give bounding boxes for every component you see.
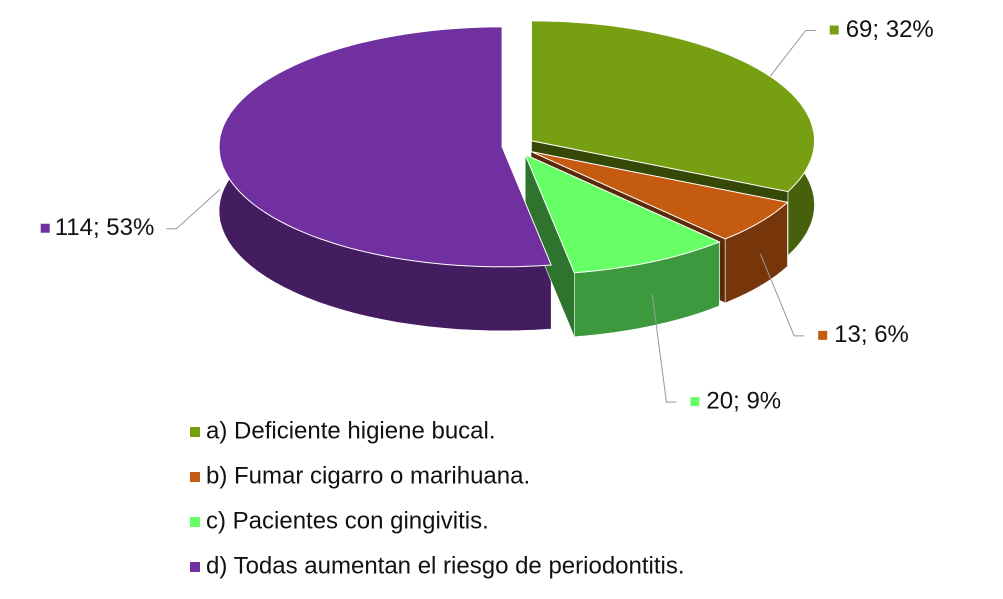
data-label: 69; 32% — [846, 16, 934, 43]
data-label: 20; 9% — [706, 387, 781, 414]
data-label-key — [818, 330, 828, 340]
legend-label: c) Pacientes con gingivitis. — [206, 507, 489, 534]
slice — [524, 153, 721, 274]
slice — [530, 151, 789, 240]
legend-label: b) Fumar cigarro o marihuana. — [206, 462, 530, 489]
leader-line — [759, 253, 805, 337]
data-label: 13; 6% — [834, 321, 909, 348]
legend-label: d) Todas aumentan el riesgo de periodont… — [206, 552, 685, 579]
data-label-key — [829, 25, 839, 35]
legend-key — [190, 427, 200, 437]
data-label-key — [690, 397, 700, 407]
legend-key — [190, 472, 200, 482]
legend-key — [190, 517, 200, 527]
slice — [218, 26, 552, 268]
legend-key — [190, 562, 200, 572]
data-label: 114; 53% — [55, 214, 155, 241]
slice — [531, 20, 815, 193]
leader-line — [651, 293, 677, 403]
legend-label: a) Deficiente higiene bucal. — [206, 417, 496, 444]
leader-line — [166, 188, 221, 230]
data-label-key — [40, 223, 50, 233]
leader-line — [769, 29, 816, 77]
